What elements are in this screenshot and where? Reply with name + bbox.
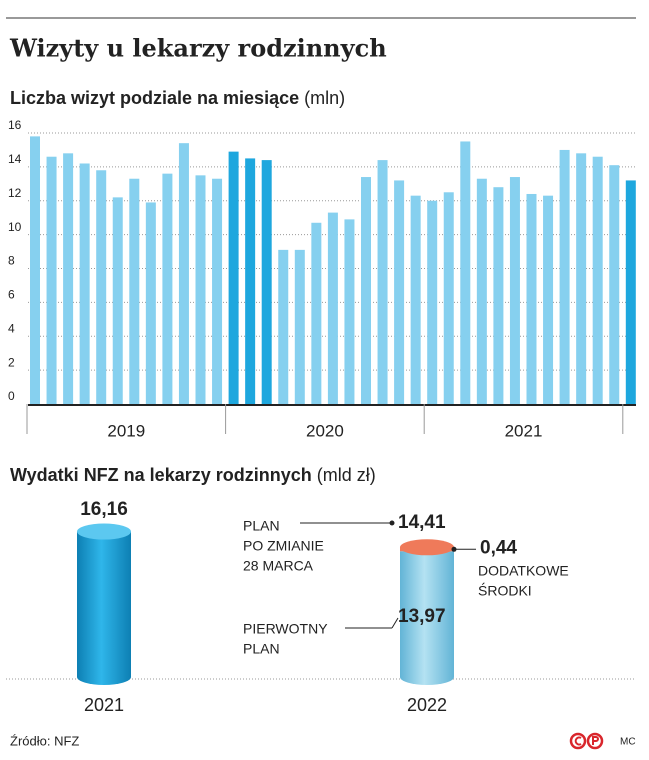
logo — [569, 732, 604, 750]
bar — [327, 212, 338, 404]
chart-subtitle: Liczba wizyt podziale na miesiące (mln) — [10, 88, 345, 108]
bar — [245, 158, 256, 404]
bar — [361, 177, 371, 404]
title: Wydatki NFZ na lekarzy rodzinnych — [10, 465, 312, 485]
year-label: 2020 — [306, 421, 344, 440]
y-tick-label: 2 — [8, 355, 15, 369]
x-tick-label: 2022 — [407, 695, 447, 715]
bar — [195, 175, 206, 404]
bar — [344, 219, 355, 404]
cylinder-top — [77, 523, 131, 540]
annotation-text: PLAN — [243, 518, 280, 534]
logo-circle — [569, 732, 587, 750]
bar — [294, 249, 305, 404]
leader-dot — [389, 520, 395, 526]
bar — [493, 187, 504, 404]
legend-label: ŚRODKI — [478, 582, 532, 599]
subtitle: Liczba wizyt podziale na miesiące — [10, 88, 299, 108]
annotation-value: 14,41 — [398, 512, 446, 533]
legend-label: DODATKOWE — [478, 563, 569, 579]
legend-label: PLAN — [243, 641, 280, 657]
bar — [212, 178, 223, 404]
y-tick-label: 10 — [8, 220, 22, 234]
bar — [228, 151, 239, 404]
y-tick-label: 12 — [8, 186, 22, 200]
bar — [178, 143, 189, 404]
bar — [427, 200, 438, 404]
bar — [46, 156, 57, 404]
bar — [509, 177, 520, 404]
bar — [460, 141, 471, 404]
logo-c — [574, 736, 582, 746]
cylinder-top — [400, 539, 454, 556]
y-tick-label: 8 — [8, 254, 15, 268]
bar — [162, 173, 173, 404]
cylinder — [400, 551, 454, 677]
bar — [145, 202, 156, 404]
value-label: 13,97 — [398, 606, 446, 627]
annotation-text: PO ZMIANIE — [243, 538, 324, 554]
bar — [311, 222, 322, 404]
chart-subtitle: Wydatki NFZ na lekarzy rodzinnych (mld z… — [10, 465, 376, 485]
bar — [592, 156, 603, 404]
unit: (mld zł) — [317, 465, 376, 485]
logo-circle — [586, 732, 604, 750]
unit: (mln) — [304, 88, 345, 108]
bar — [377, 160, 388, 404]
bar — [410, 195, 421, 404]
logo-p — [592, 736, 599, 745]
bar — [609, 165, 620, 404]
source: Źródło: NFZ — [10, 733, 79, 748]
y-tick-label: 0 — [8, 389, 15, 403]
y-tick-label: 16 — [8, 118, 22, 132]
cylinder — [77, 531, 131, 677]
bar — [112, 197, 123, 404]
year-label: 2019 — [107, 421, 145, 440]
author: MC — [620, 737, 636, 748]
legend-label: PIERWOTNY — [243, 621, 328, 637]
year-label: 2021 — [505, 421, 543, 440]
leader — [391, 617, 399, 629]
value-label: 16,16 — [80, 499, 128, 520]
bar — [96, 170, 107, 404]
y-tick-label: 14 — [8, 152, 22, 166]
bar — [476, 178, 487, 404]
bar — [526, 193, 537, 404]
y-tick-label: 6 — [8, 288, 15, 302]
bar — [79, 163, 90, 404]
bar — [576, 153, 587, 404]
chart-title: Wizyty u lekarzy rodzinnych — [9, 34, 387, 63]
y-tick-label: 4 — [8, 321, 15, 335]
bar — [543, 195, 554, 404]
value-label: 0,44 — [480, 537, 517, 558]
x-tick-label: 2021 — [84, 695, 124, 715]
bar — [559, 149, 570, 404]
bar — [625, 180, 636, 404]
bar — [30, 136, 40, 404]
bar — [394, 180, 405, 404]
bar — [443, 192, 454, 404]
annotation-text: 28 MARCA — [243, 558, 314, 574]
bar — [261, 160, 272, 404]
bar — [278, 249, 289, 404]
bar — [129, 178, 140, 404]
bar — [63, 153, 74, 404]
